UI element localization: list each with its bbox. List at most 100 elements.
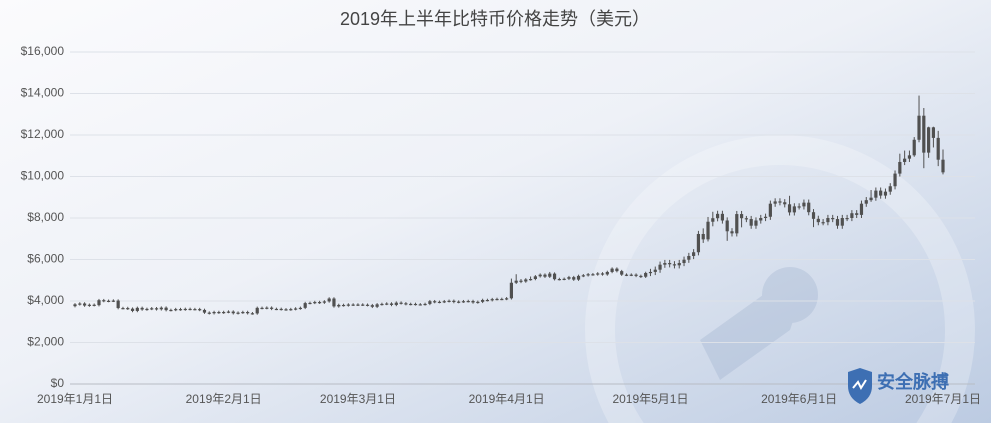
y-tick-label: $12,000: [21, 127, 65, 141]
candle-body: [514, 280, 518, 283]
candle-body: [716, 213, 720, 219]
candle-body: [759, 218, 763, 221]
candle-body: [869, 197, 873, 201]
candle-body: [389, 303, 394, 305]
candle-body: [231, 311, 235, 314]
candle-body: [135, 307, 139, 311]
candle-body: [912, 139, 916, 156]
candle-body: [317, 302, 322, 304]
candle-body: [370, 305, 374, 307]
y-tick-label: $2,000: [27, 335, 64, 349]
candle-body: [461, 301, 466, 303]
candle-body: [562, 278, 566, 280]
candle-body: [174, 309, 178, 311]
candle-body: [169, 309, 173, 312]
candle-body: [538, 274, 542, 277]
candle-body: [433, 301, 437, 303]
candle-body: [907, 155, 912, 159]
background-decoration: [585, 135, 975, 423]
candle-body: [418, 304, 422, 306]
candle-body: [725, 220, 729, 232]
candle-body: [404, 303, 408, 305]
y-tick-label: $10,000: [21, 169, 65, 183]
candle-body: [763, 216, 768, 218]
candle-body: [773, 201, 777, 204]
candle-body: [130, 308, 135, 311]
candle-body: [687, 255, 691, 260]
y-tick-label: $4,000: [27, 293, 64, 307]
candle-body: [337, 304, 341, 307]
candle-body: [653, 269, 657, 272]
candle-body: [706, 221, 710, 240]
candle-body: [102, 300, 106, 302]
candle-body: [409, 303, 413, 306]
candle-body: [567, 277, 571, 279]
candle-body: [145, 308, 149, 311]
y-tick-label: $0: [51, 376, 65, 390]
candle-body: [509, 282, 513, 299]
candle-body: [82, 303, 87, 306]
candle-body: [346, 304, 350, 306]
candle-body: [586, 274, 590, 276]
candle-body: [341, 304, 346, 307]
candle-body: [864, 200, 868, 204]
candle-body: [322, 301, 326, 303]
candle-body: [917, 115, 921, 140]
candle-body: [922, 115, 926, 153]
candle-body: [821, 222, 825, 224]
candle-body: [634, 274, 638, 276]
candle-body: [543, 274, 547, 277]
candle-body: [399, 302, 403, 304]
candle-body: [394, 302, 398, 305]
candle-body: [303, 303, 307, 308]
candle-body: [78, 303, 82, 305]
candle-body: [605, 271, 609, 275]
candle-body: [452, 300, 456, 303]
candle-body: [778, 201, 782, 203]
candle-body: [644, 272, 648, 277]
candle-body: [883, 191, 888, 196]
x-tick-label: 2019年4月1日: [469, 392, 545, 406]
y-tick-label: $16,000: [21, 44, 65, 58]
candle-body: [783, 202, 787, 205]
candle-body: [936, 137, 940, 160]
candle-body: [519, 280, 523, 282]
candle-body: [97, 300, 101, 306]
candle-body: [677, 263, 681, 266]
candle-body: [92, 304, 96, 306]
candle-body: [73, 304, 77, 307]
candle-body: [255, 307, 259, 314]
candle-body: [596, 273, 600, 275]
candle-body: [533, 276, 537, 280]
candle-body: [552, 273, 557, 280]
candle-body: [380, 303, 384, 306]
candle-body: [356, 304, 360, 306]
candle-body: [188, 308, 192, 311]
candle-body: [150, 308, 154, 310]
x-tick-label: 2019年1月1日: [37, 392, 113, 406]
candle-body: [442, 301, 446, 303]
candle-body: [274, 308, 279, 311]
candle-body: [576, 275, 581, 280]
candle-body: [226, 311, 231, 313]
candle-body: [898, 161, 902, 174]
candle-body: [927, 127, 931, 153]
candle-body: [505, 298, 509, 300]
candle-body: [413, 303, 418, 306]
candle-body: [600, 273, 605, 275]
candle-body: [87, 304, 91, 306]
candle-body: [720, 213, 725, 221]
candle-body: [126, 308, 130, 310]
candle-body: [850, 213, 854, 218]
candle-body: [495, 298, 499, 301]
candle-body: [807, 202, 811, 213]
candle-body: [106, 300, 111, 302]
candle-body: [524, 279, 528, 282]
candle-body: [663, 263, 667, 265]
candle-body: [164, 307, 168, 311]
candle-body: [437, 301, 442, 304]
grid: $0 $2,000 $4,000 $6,000 $8,000 $10,000 $12,000…: [21, 44, 981, 406]
candle-body: [193, 309, 197, 311]
candle-body: [682, 259, 686, 264]
